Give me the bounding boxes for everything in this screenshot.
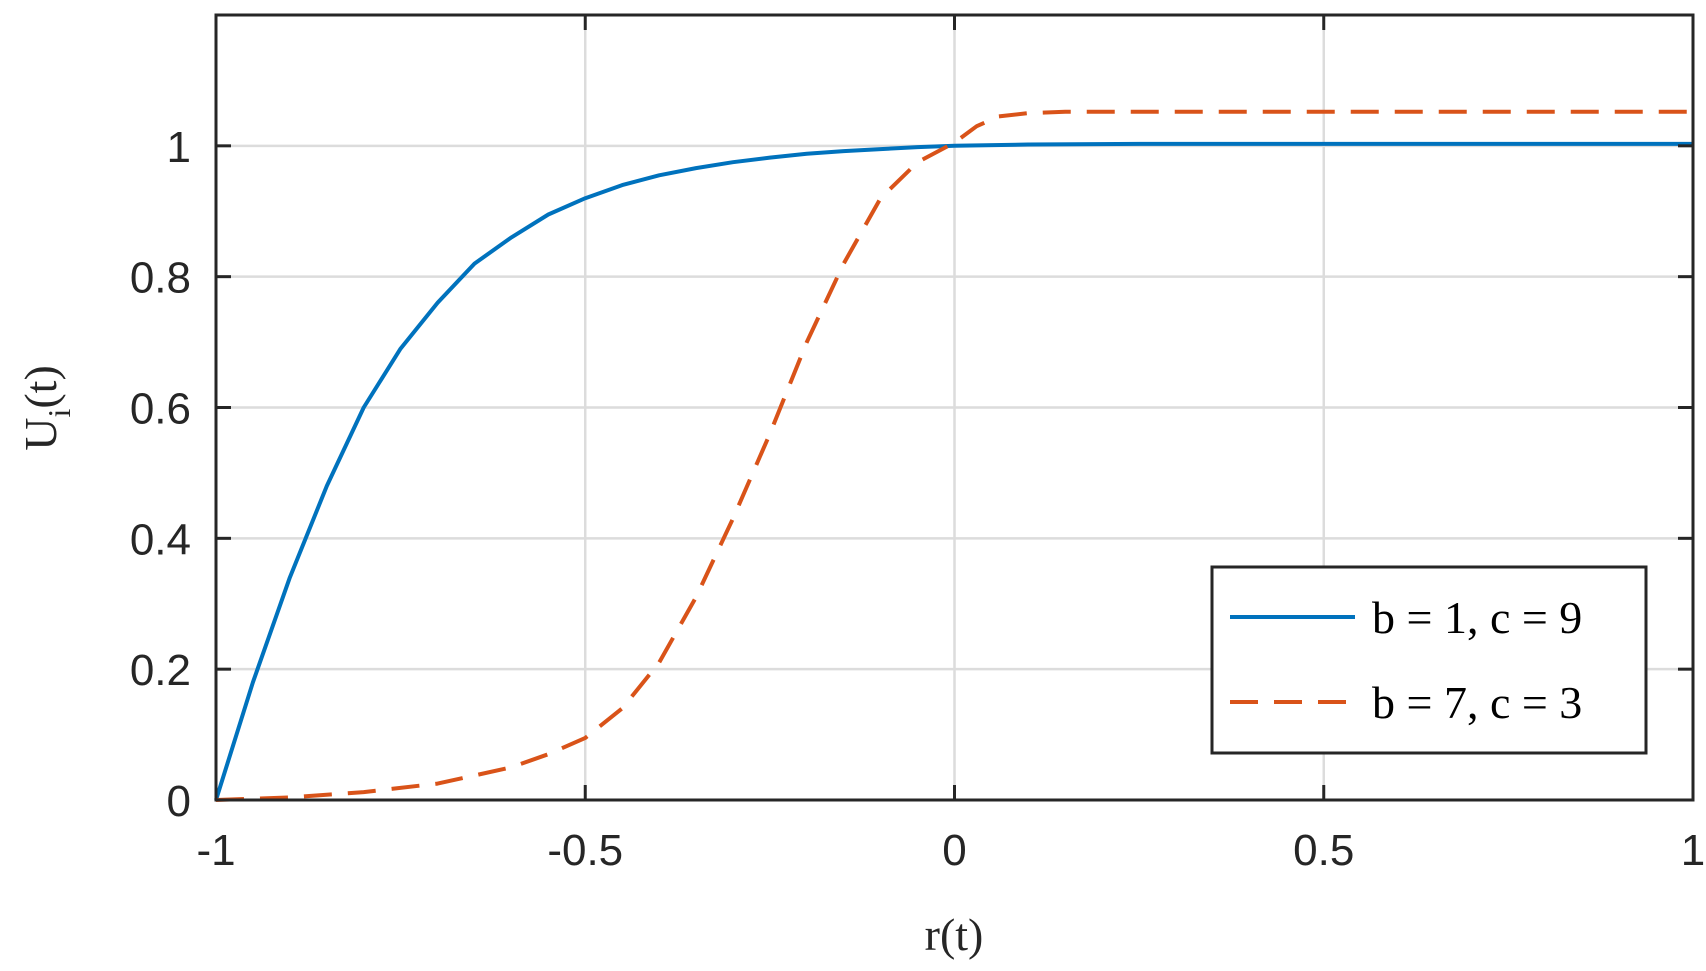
y-axis-title: Ui(t) — [15, 365, 77, 451]
legend-box — [1210, 565, 1648, 755]
y-tick-label: 0.6 — [130, 385, 191, 434]
x-tick-label: -0.5 — [547, 826, 623, 875]
y-tick-label: 0.8 — [130, 254, 191, 303]
legend: b = 1, c = 9 b = 7, c = 3 — [1210, 565, 1648, 755]
y-tick-label: 0.2 — [130, 646, 191, 695]
x-tick-label: 1 — [1681, 826, 1705, 875]
legend-label-series-1: b = 1, c = 9 — [1372, 592, 1582, 643]
y-axis-title-tail: (t) — [15, 365, 66, 408]
x-tick-label: -1 — [196, 826, 235, 875]
y-tick-label: 1 — [167, 123, 191, 172]
y-tick-label: 0.4 — [130, 515, 191, 564]
series-line-1 — [214, 141, 1693, 801]
y-axis-title-subscript: i — [41, 409, 77, 418]
legend-label-series-2: b = 7, c = 3 — [1372, 677, 1582, 728]
axis-ticks: -1 -0.5 0 0.5 1 0 0.2 0.4 0.6 0.8 1 — [130, 15, 1705, 875]
x-axis-title: r(t) — [925, 909, 984, 960]
data-series — [214, 109, 1693, 802]
x-tick-label: 0 — [942, 826, 966, 875]
x-tick-label: 0.5 — [1293, 826, 1354, 875]
series-line-2 — [215, 109, 1693, 802]
y-tick-label: 0 — [167, 777, 191, 826]
y-axis-title-main: U — [15, 418, 66, 451]
